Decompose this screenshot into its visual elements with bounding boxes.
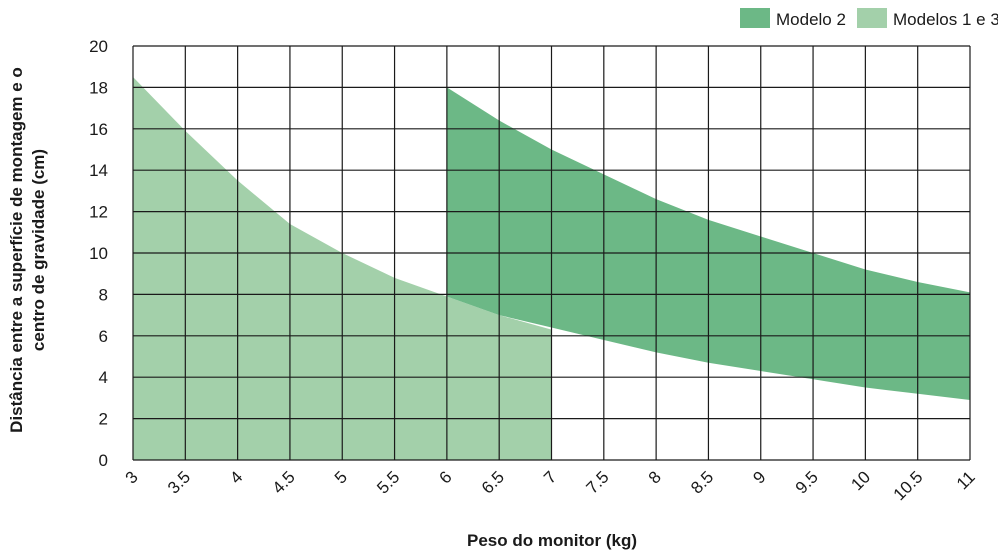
chart-grid (132, 45, 971, 461)
x-tick-label: 7 (540, 467, 560, 487)
y-tick-label: 14 (89, 161, 108, 180)
legend-label-modelos-1-e-3: Modelos 1 e 3 (893, 10, 998, 29)
y-tick-label: 4 (99, 368, 108, 387)
y-axis-title: Distância entre a superfície de montagem… (7, 67, 48, 433)
x-tick-label: 8.5 (687, 467, 717, 497)
y-tick-label: 18 (89, 78, 108, 97)
x-tick-label: 4 (226, 467, 246, 487)
y-tick-labels: 0 2 4 6 8 10 12 14 16 18 20 (89, 37, 108, 470)
y-tick-label: 2 (99, 410, 108, 429)
y-tick-label: 12 (89, 203, 108, 222)
legend-swatch-modelo-2 (740, 8, 770, 28)
x-tick-label: 6.5 (478, 467, 508, 497)
x-tick-label: 3.5 (164, 467, 194, 497)
y-tick-label: 20 (89, 37, 108, 56)
x-tick-label: 10 (847, 467, 874, 494)
y-tick-label: 10 (89, 244, 108, 263)
x-tick-label: 9.5 (792, 467, 822, 497)
x-tick-label: 11 (953, 467, 979, 493)
x-tick-label: 6 (436, 467, 456, 487)
y-tick-label: 16 (89, 120, 108, 139)
y-axis-title-line-2: centro de gravidade (cm) (29, 149, 48, 351)
x-tick-label: 7.5 (582, 467, 612, 497)
x-axis-title: Peso do monitor (kg) (467, 531, 637, 550)
x-tick-label: 5 (331, 467, 351, 487)
x-tick-label: 8 (645, 467, 665, 487)
y-tick-label: 6 (99, 327, 108, 346)
x-tick-label: 9 (749, 467, 769, 487)
x-tick-label: 4.5 (269, 467, 299, 497)
y-tick-label: 8 (99, 285, 108, 304)
x-tick-label: 3 (122, 467, 142, 487)
y-tick-label: 0 (99, 451, 108, 470)
legend-swatch-modelos-1-e-3 (857, 8, 887, 28)
y-axis-title-line-1: Distância entre a superfície de montagem… (7, 67, 26, 433)
x-tick-label: 5.5 (373, 467, 403, 497)
x-tick-labels: 3 3.5 4 4.5 5 5.5 6 6.5 7 7.5 8 8.5 9 9.5 10 10.5 11 (122, 467, 979, 504)
legend: Modelo 2 Modelos 1 e 3 (740, 8, 998, 29)
x-tick-label: 10.5 (890, 467, 927, 504)
legend-label-modelo-2: Modelo 2 (776, 10, 846, 29)
